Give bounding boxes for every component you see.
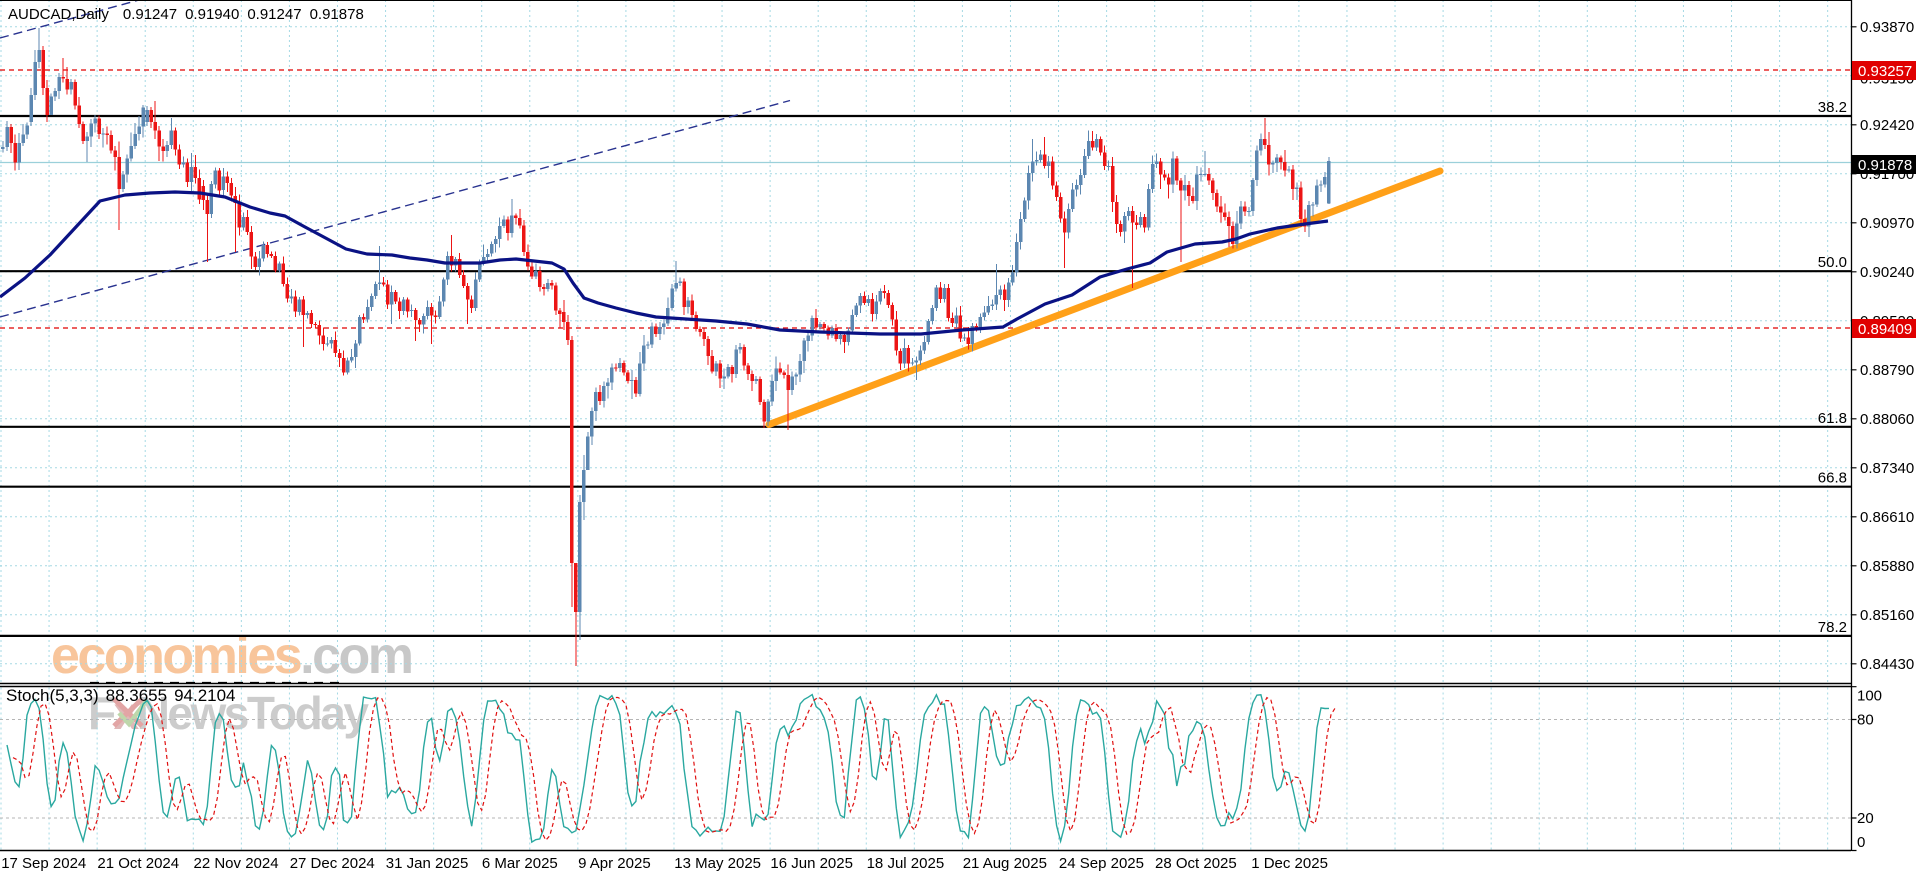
svg-text:31 Jan 2025: 31 Jan 2025 [386, 855, 469, 872]
svg-text:0.90970: 0.90970 [1860, 215, 1914, 232]
svg-text:0.85880: 0.85880 [1860, 558, 1914, 575]
svg-text:0.86610: 0.86610 [1860, 509, 1914, 526]
svg-text:0.93870: 0.93870 [1860, 19, 1914, 36]
svg-text:50.0: 50.0 [1818, 254, 1847, 271]
svg-text:0.92420: 0.92420 [1860, 117, 1914, 134]
svg-text:0.85160: 0.85160 [1860, 607, 1914, 624]
svg-text:16 Jun 2025: 16 Jun 2025 [770, 855, 853, 872]
svg-text:27 Dec 2024: 27 Dec 2024 [290, 855, 375, 872]
svg-text:66.8: 66.8 [1818, 470, 1847, 487]
svg-text:78.2: 78.2 [1818, 619, 1847, 636]
svg-text:9 Apr 2025: 9 Apr 2025 [578, 855, 651, 872]
svg-text:0.91878: 0.91878 [1858, 157, 1912, 174]
svg-text:0.84430: 0.84430 [1860, 656, 1914, 673]
svg-text:17 Sep 2024: 17 Sep 2024 [1, 855, 86, 872]
svg-text:0.93257: 0.93257 [1858, 63, 1912, 80]
svg-text:100: 100 [1857, 688, 1882, 705]
svg-text:24 Sep 2025: 24 Sep 2025 [1059, 855, 1144, 872]
svg-text:18 Jul 2025: 18 Jul 2025 [867, 855, 945, 872]
svg-text:21 Oct 2024: 21 Oct 2024 [97, 855, 179, 872]
svg-text:13 May 2025: 13 May 2025 [674, 855, 761, 872]
svg-text:38.2: 38.2 [1818, 99, 1847, 116]
svg-text:0: 0 [1857, 834, 1865, 851]
svg-text:0.89409: 0.89409 [1858, 321, 1912, 338]
svg-text:28 Oct 2025: 28 Oct 2025 [1155, 855, 1237, 872]
svg-text:6 Mar 2025: 6 Mar 2025 [482, 855, 558, 872]
svg-text:80: 80 [1857, 712, 1874, 729]
svg-text:0.88060: 0.88060 [1860, 411, 1914, 428]
svg-text:0.88790: 0.88790 [1860, 362, 1914, 379]
svg-text:61.8: 61.8 [1818, 410, 1847, 427]
svg-text:0.90240: 0.90240 [1860, 264, 1914, 281]
svg-text:0.87340: 0.87340 [1860, 460, 1914, 477]
svg-text:21 Aug 2025: 21 Aug 2025 [963, 855, 1047, 872]
svg-text:22 Nov 2024: 22 Nov 2024 [194, 855, 279, 872]
svg-text:20: 20 [1857, 810, 1874, 827]
svg-text:1 Dec 2025: 1 Dec 2025 [1251, 855, 1328, 872]
